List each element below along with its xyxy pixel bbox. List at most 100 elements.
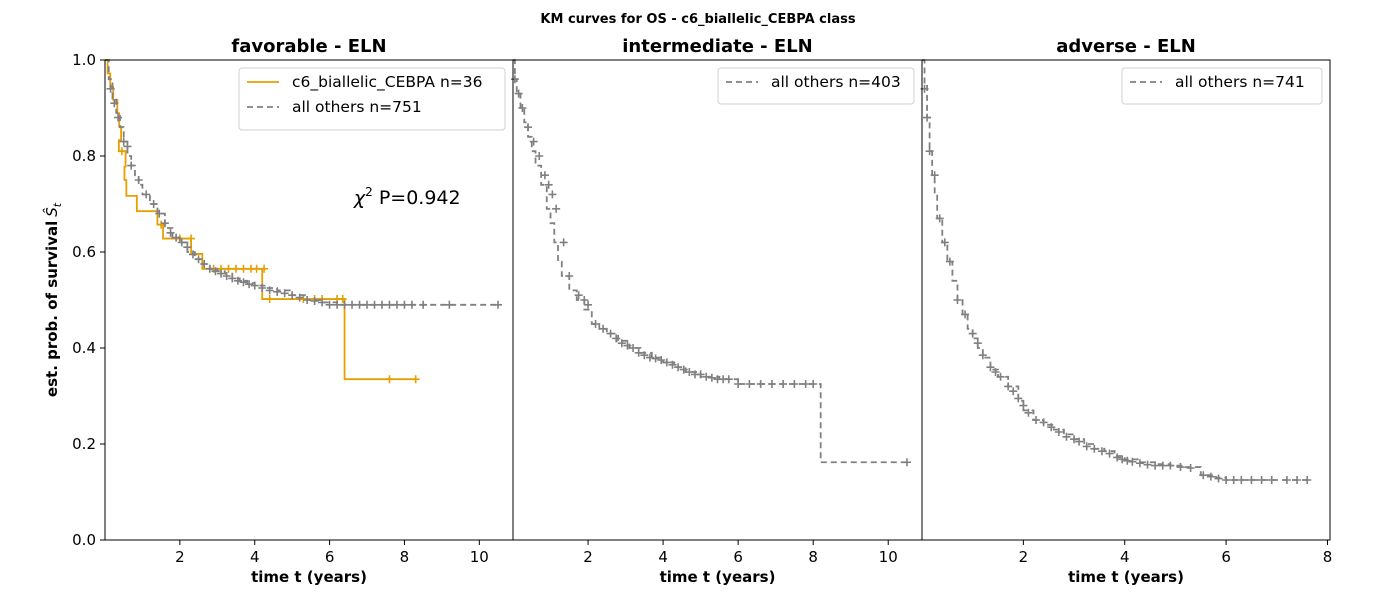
censor-mark [1009,387,1018,396]
censor-mark [996,372,1005,381]
censor-mark [325,300,334,309]
censor-mark [233,276,242,285]
legend-box [1121,67,1323,105]
censor-mark [303,296,312,304]
censor-mark [734,380,743,388]
panel-title: intermediate - ELN [622,36,813,57]
censor-mark [119,137,128,146]
censor-mark [224,264,233,273]
censor-mark [340,300,349,309]
censor-mark [377,300,386,309]
y-axis-label-subscript: t [51,202,64,207]
censor-mark [1032,416,1041,424]
censor-mark [540,171,549,180]
censor-mark [392,300,401,309]
censor-mark [1118,455,1127,464]
censor-mark [1222,476,1231,484]
censor-mark [288,291,297,300]
censor-mark [1143,460,1152,469]
censor-mark [923,113,932,122]
censor-mark [591,320,600,328]
x-axis-label: time t (years) [251,568,367,586]
censor-mark [411,375,420,384]
censor-mark [245,280,254,289]
censor-mark [1186,464,1195,472]
censor-mark [239,278,248,287]
x-tick-label: 6 [1221,548,1231,566]
censor-mark [790,380,799,388]
legend-label: all others n=403 [771,73,901,91]
censor-mark [668,360,677,369]
censor-mark [1214,474,1223,483]
legend-label: all others n=741 [1175,73,1305,91]
censor-mark [1047,423,1056,432]
censor-mark [679,365,688,374]
censor-mark [194,255,203,264]
censor-mark [1135,459,1144,468]
censor-mark [407,300,416,309]
censor-mark [1128,457,1137,466]
censor-mark [260,264,269,273]
legend-label: c6_biallelic_CEBPA n=36 [292,73,482,92]
censor-mark [580,296,589,304]
censor-mark [559,238,568,247]
censor-mark [200,260,209,268]
censor-mark [584,300,593,309]
censor-mark [953,296,962,304]
figure-suptitle: KM curves for OS - c6_biallelic_CEBPA cl… [540,12,855,27]
censor-mark [510,75,519,84]
censor-mark [318,298,327,307]
x-tick-label: 8 [1323,548,1333,566]
censor-mark [166,228,175,237]
censor-mark [925,147,934,156]
survival-curve [513,59,907,464]
censor-mark [1097,447,1106,456]
x-tick-label: 4 [658,548,668,566]
censor-mark [187,234,196,243]
censor-mark [1024,408,1033,417]
axes-frame [921,59,1331,541]
censor-mark [809,380,818,388]
censor-mark [968,329,977,338]
censor-mark [978,351,987,360]
censor-mark [552,204,561,213]
series-2 [105,59,503,309]
censor-mark [1206,472,1215,481]
censor-mark [617,339,626,348]
censor-mark [142,190,151,199]
censor-mark [1247,476,1256,484]
censor-mark [1293,476,1302,484]
censor-mark [211,267,220,276]
censor-mark [986,363,995,372]
legend-box [238,67,506,131]
censor-mark [205,264,214,273]
censor-mark [702,372,711,381]
censor-mark [348,300,357,309]
panel-title: adverse - ELN [1056,36,1196,57]
censor-mark [961,310,970,319]
x-tick-label: 4 [250,548,260,566]
censor-mark [1176,463,1185,472]
censor-mark [1257,476,1266,484]
censor-mark [629,344,638,352]
y-tick-label: 0.6 [72,243,96,261]
censor-mark [149,200,158,208]
censor-mark [685,368,694,376]
y-tick-label: 0.2 [72,435,96,453]
censor-mark [745,380,754,388]
censor-mark [265,295,274,304]
censor-mark [565,272,574,280]
censor-mark [400,300,409,309]
y-tick-label: 1.0 [72,51,96,69]
censor-mark [183,243,192,252]
legend-label: all others n=751 [292,98,422,116]
censor-mark [385,375,394,384]
censor-mark [239,264,248,273]
censor-mark [623,341,632,350]
x-tick-label: 2 [175,548,185,566]
legend: all others n=741 [1121,67,1323,105]
censor-mark [445,300,454,309]
censor-mark [222,272,231,280]
censor-mark [114,113,123,122]
